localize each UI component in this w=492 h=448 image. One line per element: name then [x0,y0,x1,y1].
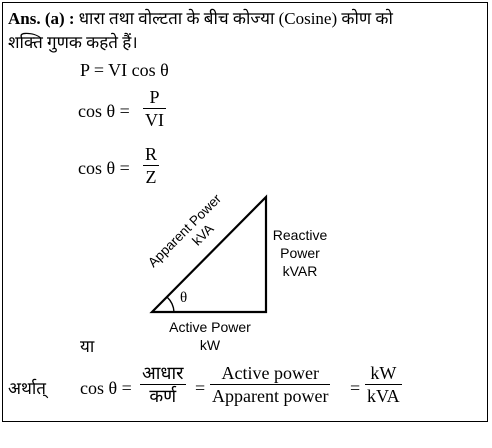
equals-sign-2: = [350,378,361,398]
power-equation: P = VI cos θ [80,60,169,80]
fraction-base-over-hypotenuse: आधार कर्ण [140,362,186,407]
fraction-denominator: कर्ण [149,386,177,406]
answer-box [2,2,488,422]
active-label-line-2: kW [199,337,221,353]
fraction-numerator: Active power [221,363,319,383]
fraction-numerator: आधार [142,363,184,383]
fraction-numerator: P [149,87,160,107]
fraction-denominator: Z [145,167,157,187]
hypotenuse-label-group: Apparent Power kVA [145,191,224,270]
fraction-denominator: Apparent power [212,386,329,406]
answer-text-line-1: धारा तथा वोल्टता के बीच कोज्या (Cosine) … [78,9,393,28]
active-label-line-1: Active Power [169,319,251,335]
fraction-p-over-vi: P VI [143,86,166,131]
fraction-denominator: kVA [367,386,400,406]
fraction-numerator: kW [370,363,397,383]
fraction-bar [210,384,331,385]
answer-line-1: Ans. (a) : धारा तथा वोल्टता के बीच कोज्य… [8,6,393,29]
power-triangle [149,194,268,314]
reactive-label-line-3: kVAR [282,263,318,279]
fraction-r-over-z: R Z [143,143,160,188]
fraction-numerator: R [145,144,158,164]
fraction-bar [140,384,186,385]
answer-prefix: Ans. (a) : [8,9,75,28]
angle-label: θ [180,290,187,306]
angle-arc [166,296,175,313]
final-lhs: cos θ = [80,378,132,398]
cos-eq2-lhs: cos θ = [78,101,130,121]
reactive-power-label: Reactive Power kVAR [270,226,330,280]
fraction-bar [365,384,402,385]
reactive-label-line-1: Reactive [272,227,328,243]
reactive-label-line-2: Power [280,245,320,261]
fraction-bar [143,108,166,109]
cos-eq3-lhs: cos θ = [78,158,130,178]
equals-sign-1: = [195,378,206,398]
arthat-text: अर्थात् [8,379,46,398]
fraction-kw-over-kva: kW kVA [365,362,402,407]
fraction-bar [143,165,160,166]
fraction-denominator: VI [145,110,164,130]
active-power-label: Active Power kW [158,318,262,354]
answer-text-line-2: शक्ति गुणक कहते हैं। [8,33,138,52]
ya-text: या [80,337,95,356]
fraction-active-over-apparent: Active power Apparent power [210,362,331,407]
